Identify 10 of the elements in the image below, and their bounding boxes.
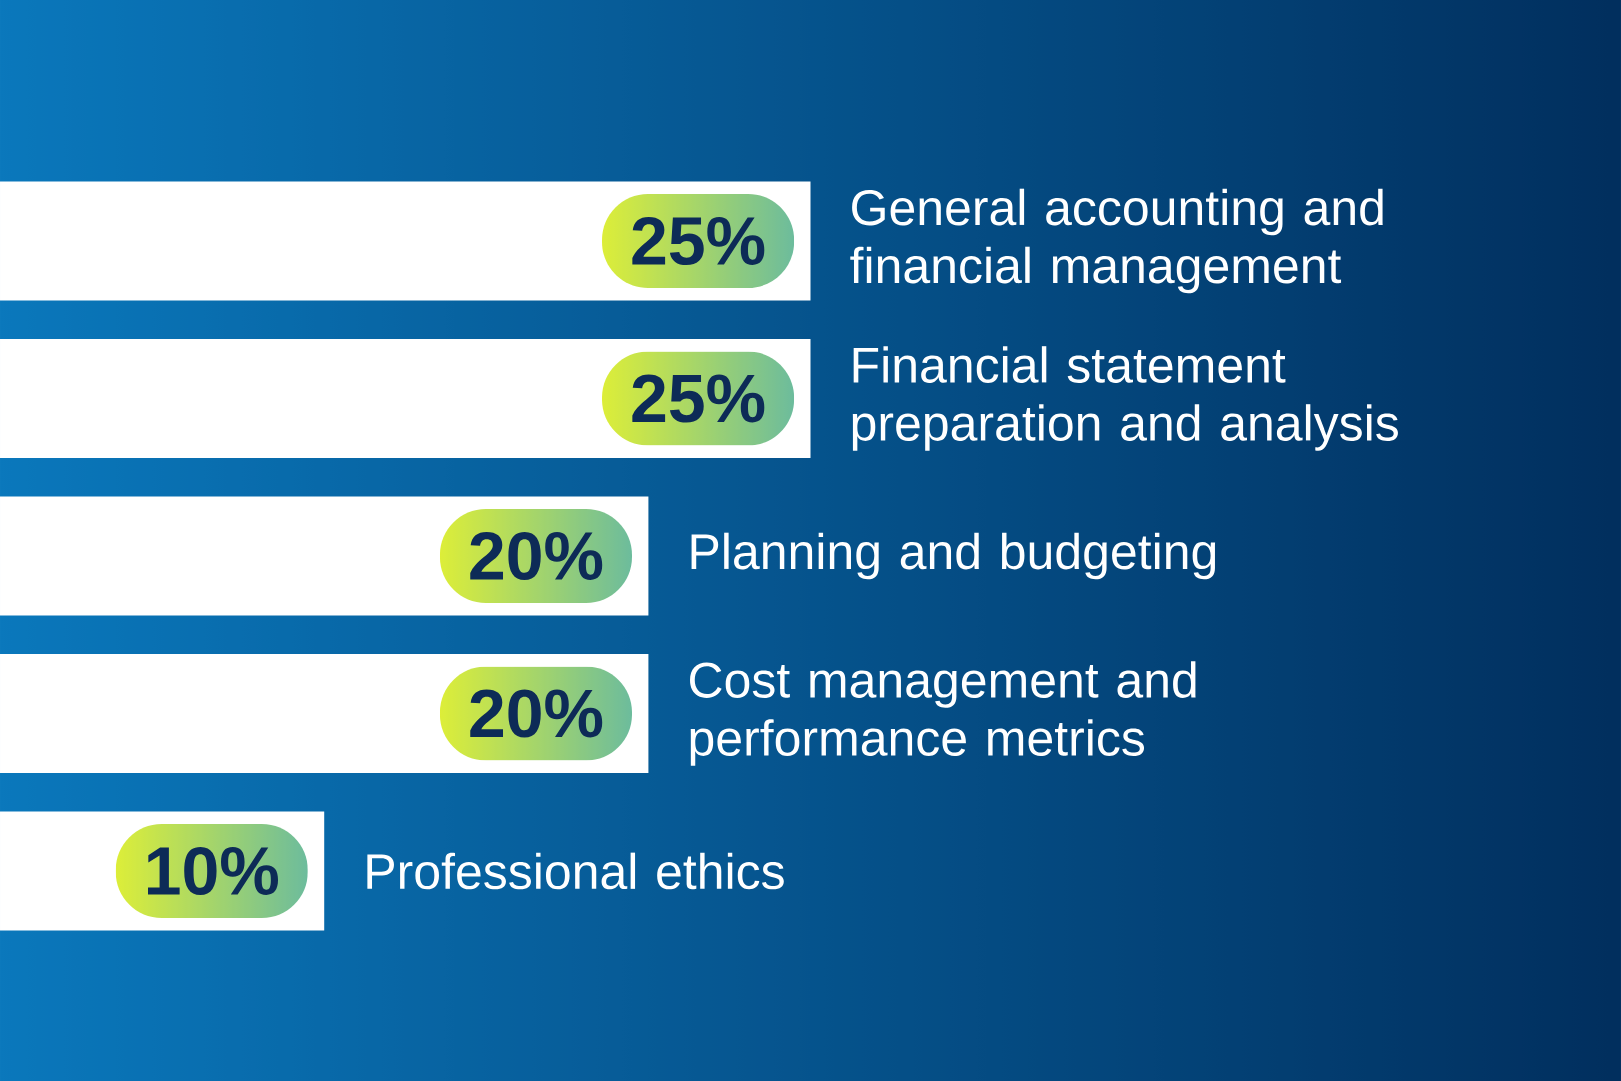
data-label: 25% (632, 216, 765, 266)
y-tick-label: General accounting and financial management (850, 188, 1383, 294)
y-tick-label: Planning and budgeting (691, 532, 1216, 580)
data-label: 20% (470, 531, 603, 581)
y-tick-label: Financial statement preparation and analysis (852, 346, 1398, 451)
data-label: 25% (632, 374, 765, 423)
data-label: 20% (470, 689, 603, 738)
data-label: 10% (148, 846, 279, 896)
y-tick-label: Professional ethics (367, 852, 784, 890)
y-tick-label: Cost management and performance metrics (690, 661, 1196, 766)
